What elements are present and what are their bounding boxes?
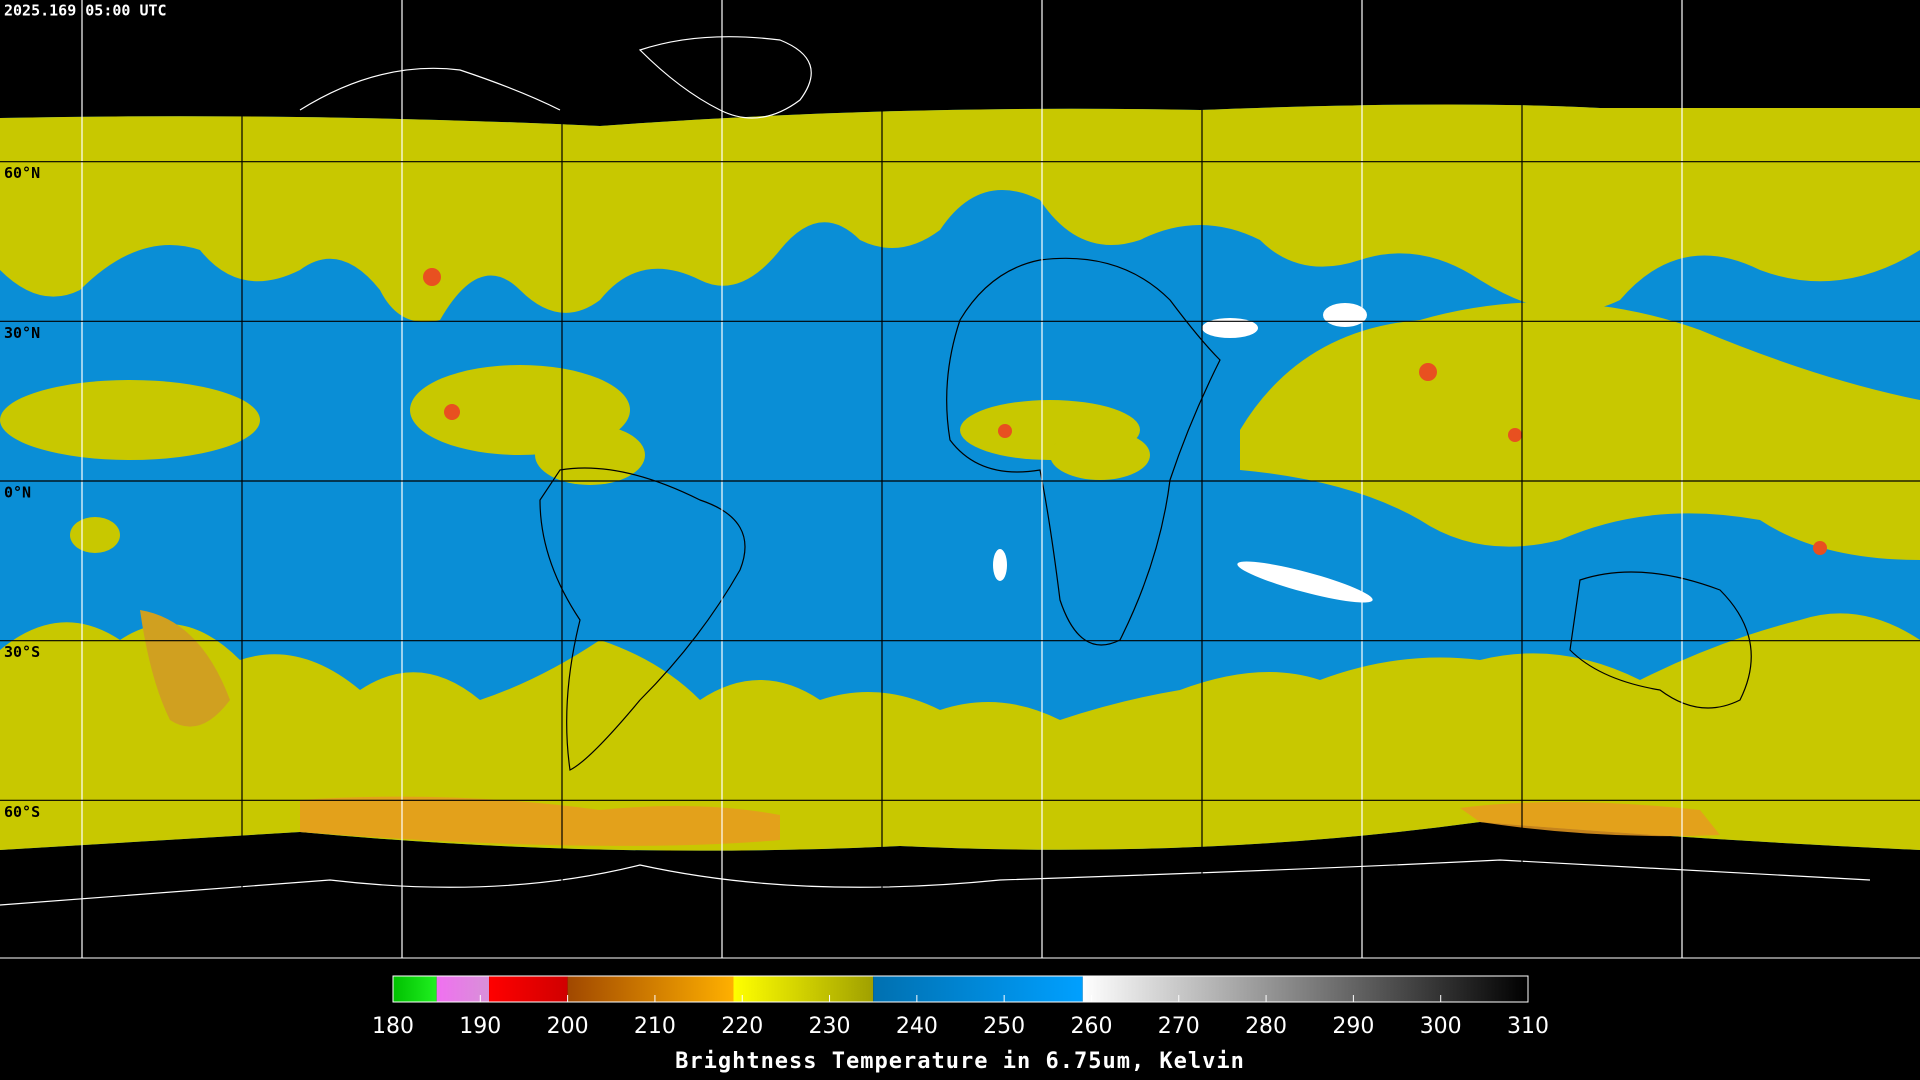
convection-cluster (1240, 302, 1920, 560)
coastline (1569, 571, 1752, 709)
colorbar-tick-label: 250 (983, 1014, 1025, 1039)
convective-core (444, 404, 460, 420)
graticule: 60°N 30°N 0°N 30°S 60°S (4, 0, 1683, 958)
coastlines (539, 257, 1752, 771)
convection-cluster (0, 380, 260, 460)
latitude-label: 30°S (4, 643, 40, 661)
convection-cluster (1050, 430, 1150, 480)
colorbar-tick-label: 240 (896, 1014, 938, 1039)
colorbar-segment (436, 976, 490, 1002)
latitude-label: 0°N (4, 484, 31, 502)
colorbar-tick-label: 180 (372, 1014, 414, 1039)
latitude-label: 60°N (4, 164, 40, 182)
colorbar-tick-label: 300 (1420, 1014, 1462, 1039)
convective-core (1508, 428, 1522, 442)
convective-core (1419, 363, 1437, 381)
colorbar-title: Brightness Temperature in 6.75um, Kelvin (675, 1049, 1245, 1074)
colorbar-segment (393, 976, 437, 1002)
colorbar-segment (489, 976, 568, 1002)
colorbar: 180 190 200 210 220 230 240 250 260 270 280 290 300 3… (372, 975, 1549, 1039)
convective-core (998, 424, 1012, 438)
colorbar-tick-label: 270 (1158, 1014, 1200, 1039)
coastline (638, 36, 812, 119)
colorbar-tick-label: 310 (1507, 1014, 1549, 1039)
map (0, 36, 1920, 906)
colorbar-segment (1082, 976, 1528, 1002)
cold-band-south (300, 796, 1720, 846)
moist-band-north (0, 104, 1920, 322)
latitude-label: 30°N (4, 324, 40, 342)
moist-plume (140, 610, 230, 727)
coastline (299, 67, 561, 111)
latitude-label: 60°S (4, 803, 40, 821)
convection-cluster (70, 517, 120, 553)
colorbar-frame (392, 975, 1529, 1003)
colorbar-tick-label: 210 (634, 1014, 676, 1039)
coastline (539, 467, 746, 771)
convective-core (1813, 541, 1827, 555)
convection-cluster (535, 425, 645, 485)
colorbar-segment (873, 976, 1083, 1002)
coastline (946, 257, 1221, 646)
dry-patch (1323, 303, 1367, 327)
coastline (0, 859, 1871, 906)
colorbar-segment (567, 976, 734, 1002)
convective-core (423, 268, 441, 286)
dry-patch (1202, 318, 1258, 338)
dry-patch (993, 549, 1007, 581)
colorbar-tick-label: 200 (547, 1014, 589, 1039)
deep-convection (423, 268, 1827, 555)
colorbar-tick-label: 280 (1245, 1014, 1287, 1039)
colorbar-tick-label: 260 (1070, 1014, 1112, 1039)
coastlines-polar (0, 36, 1871, 906)
colorbar-segment (733, 976, 874, 1002)
moist-band-south (0, 613, 1920, 851)
colorbar-tick-label: 230 (809, 1014, 851, 1039)
colorbar-tick-label: 190 (459, 1014, 501, 1039)
dry-patch (1237, 561, 1373, 603)
colorbar-tick-label: 290 (1332, 1014, 1374, 1039)
colorbar-tick-label: 220 (721, 1014, 763, 1039)
timestamp: 2025.169 05:00 UTC (4, 2, 167, 20)
